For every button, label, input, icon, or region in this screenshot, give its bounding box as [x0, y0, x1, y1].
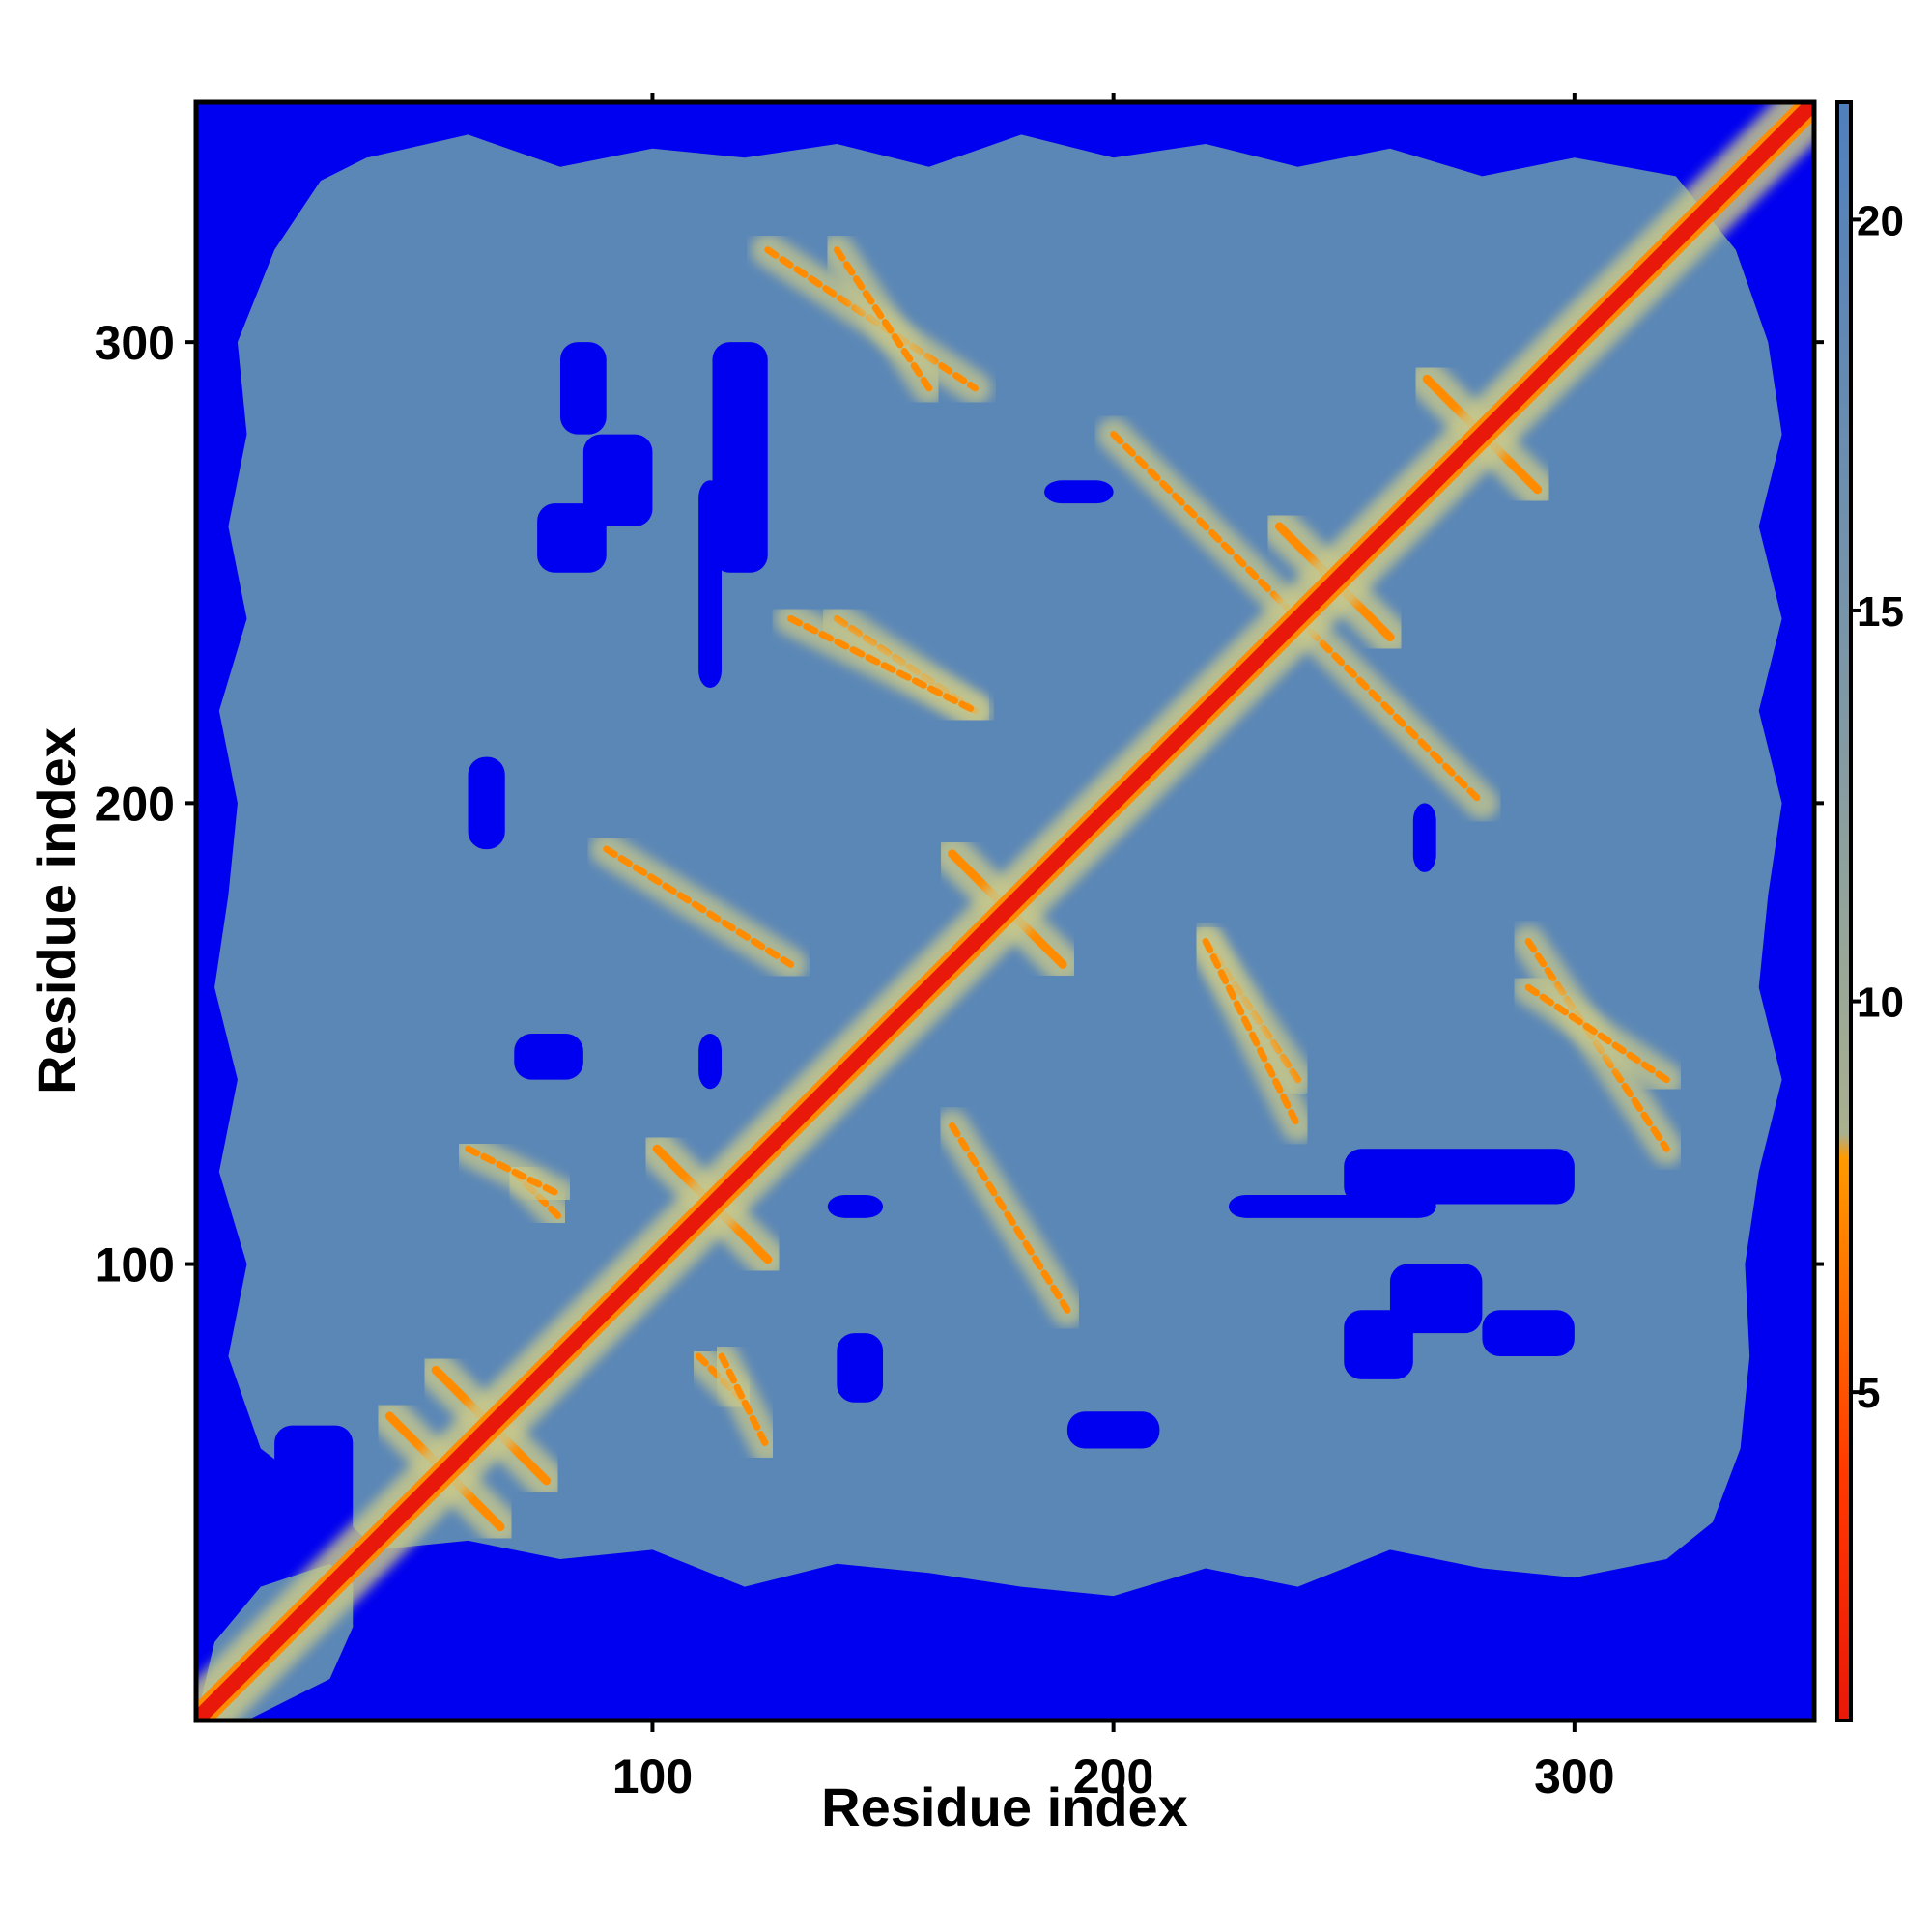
- contact-arc-upper-1: [1202, 938, 1302, 1129]
- y-axis: 100 200 300: [95, 316, 1824, 1293]
- colorbar-ticks: 5 10 15 20: [1851, 197, 1904, 1417]
- blue-region-mirror-2: [1344, 1149, 1575, 1205]
- contact-arc-lower-3: [1524, 983, 1670, 1084]
- blue-region-7: [1482, 1310, 1575, 1357]
- blue-region-3: [537, 503, 607, 573]
- contact-arc-upper-3: [833, 246, 933, 392]
- blue-region-mirror-4: [837, 1333, 884, 1403]
- blue-region-0: [274, 1425, 354, 1564]
- blue-region-mirror-0: [353, 1563, 492, 1642]
- contact-arc-lower-4: [1110, 431, 1302, 622]
- blue-region-2: [712, 342, 768, 573]
- colorbar: 5 10 15 20: [1835, 100, 1904, 1722]
- blue-region-mirror-7: [559, 342, 607, 435]
- diagonal-band: [196, 102, 1814, 1720]
- y-tick-label-200: 200: [95, 777, 175, 831]
- x-tick-label-100: 100: [612, 1749, 693, 1804]
- x-axis: 100 200 300: [612, 93, 1615, 1804]
- blue-region-5: [827, 1194, 884, 1218]
- blue-region-mirror-3: [1344, 1310, 1413, 1379]
- colorbar-gradient: [1835, 100, 1853, 1722]
- x-tick-label-200: 200: [1073, 1749, 1153, 1804]
- plot-frame: [193, 99, 1817, 1723]
- contact-arc-upper-4: [1294, 614, 1486, 807]
- y-tick-label-300: 300: [95, 316, 175, 370]
- contact-arc-upper-7: [949, 1122, 1071, 1314]
- blue-region-6: [1228, 1194, 1436, 1218]
- contact-arc-lower-1: [787, 614, 979, 715]
- contact-arc-upper-6: [718, 1352, 772, 1452]
- plot-area: [193, 99, 1817, 1723]
- cb-tick-label-5: 5: [1857, 1370, 1880, 1417]
- blue-region-mirror-8: [468, 756, 505, 850]
- cb-tick-label-15: 15: [1857, 588, 1904, 636]
- blue-region-mirror-5: [698, 1033, 723, 1090]
- cb-tick-label-10: 10: [1857, 980, 1904, 1027]
- blue-region-8: [1066, 1411, 1160, 1449]
- blue-region-9: [1044, 480, 1114, 504]
- contact-arc-lower-6: [465, 1145, 564, 1199]
- y-axis-title: Residue index: [26, 727, 87, 1094]
- heatmap: [196, 102, 1814, 1720]
- blue-region-4: [514, 1033, 583, 1080]
- blue-region-mirror-1: [1389, 1264, 1483, 1334]
- blue-region-mirror-6: [698, 480, 723, 689]
- x-tick-label-300: 300: [1534, 1749, 1614, 1804]
- blue-region-1: [582, 434, 653, 527]
- contact-arc-lower-7: [603, 845, 795, 968]
- y-tick-label-100: 100: [95, 1238, 175, 1293]
- cb-tick-label-20: 20: [1857, 197, 1904, 244]
- blue-region-mirror-9: [1412, 803, 1436, 872]
- x-axis-title: Residue index: [821, 1776, 1188, 1837]
